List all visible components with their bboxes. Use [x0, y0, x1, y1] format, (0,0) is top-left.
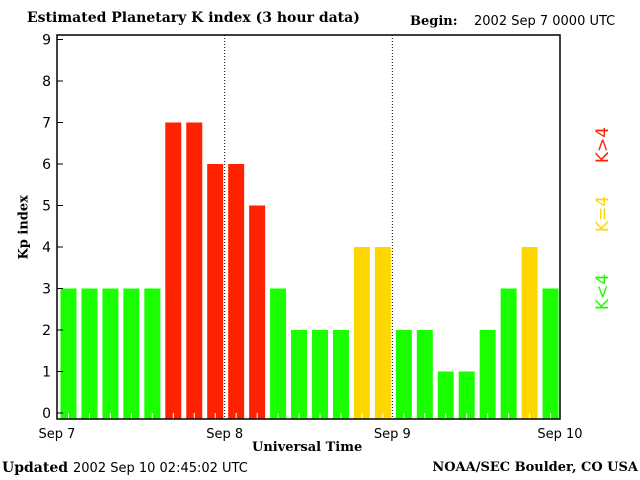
x-tick-label: Sep 9	[374, 427, 411, 442]
source-label: NOAA/SEC Boulder, CO USA	[432, 460, 638, 475]
x-axis-label: Universal Time	[252, 440, 363, 455]
bar	[81, 288, 98, 419]
bar	[102, 288, 119, 419]
y-tick-label: 8	[42, 74, 51, 90]
legend-low: K<4	[593, 273, 613, 311]
bar	[249, 205, 266, 419]
bar	[291, 330, 308, 419]
bar	[353, 247, 370, 419]
y-tick-label: 0	[42, 406, 51, 422]
y-tick-label: 5	[42, 199, 51, 215]
bar	[479, 330, 496, 419]
bar	[500, 288, 517, 419]
bar	[207, 164, 224, 419]
bar	[60, 288, 77, 419]
x-tick-label: Sep 8	[206, 427, 243, 442]
y-tick-label: 4	[42, 240, 51, 256]
bar	[228, 164, 245, 419]
bar	[395, 330, 412, 419]
bar	[270, 288, 287, 419]
y-tick-label: 7	[42, 116, 51, 132]
bar	[458, 371, 475, 419]
chart-title: Estimated Planetary K index (3 hour data…	[27, 10, 360, 26]
legend-high: K>4	[593, 126, 613, 164]
bar	[542, 288, 559, 419]
bar	[312, 330, 328, 419]
plot-frame	[56, 34, 561, 420]
y-axis-label: Kp index	[16, 195, 32, 260]
updated-value: 2002 Sep 10 02:45:02 UTC	[73, 461, 248, 476]
y-tick-label: 1	[42, 365, 51, 381]
begin-label: Begin:	[410, 14, 458, 29]
y-tick-label: 6	[42, 157, 51, 173]
begin-value: 2002 Sep 7 0000 UTC	[474, 14, 616, 29]
bar	[521, 247, 538, 419]
x-tick-label: Sep 10	[537, 427, 582, 442]
x-tick-label: Sep 7	[39, 427, 76, 442]
y-tick-label: 2	[42, 323, 51, 339]
bar	[186, 122, 203, 419]
y-tick-label: 9	[42, 33, 51, 49]
bar	[416, 330, 433, 419]
legend-mid: K=4	[593, 195, 613, 233]
updated-label: Updated	[2, 460, 69, 476]
y-tick-label: 3	[42, 282, 51, 298]
bar	[144, 288, 161, 419]
bar	[437, 371, 454, 419]
bar	[374, 247, 391, 419]
bar	[165, 122, 182, 419]
bar	[332, 330, 349, 419]
bar	[123, 288, 140, 419]
